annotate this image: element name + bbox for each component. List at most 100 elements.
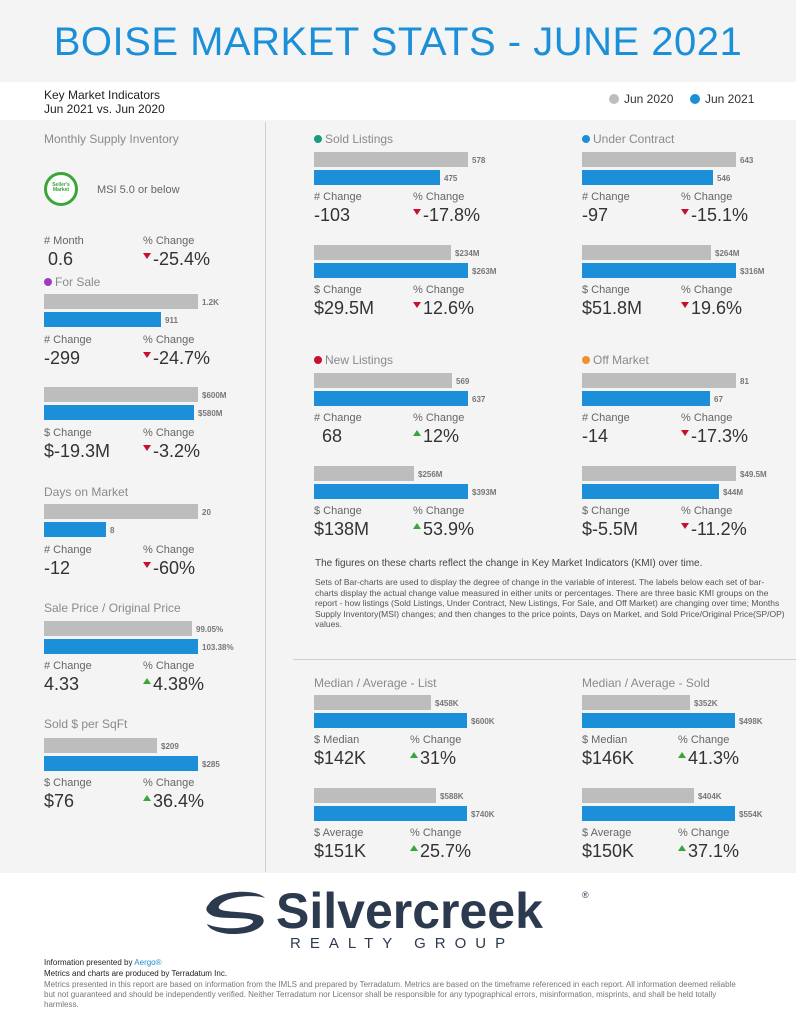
- change-value-1: $29.5M: [314, 298, 375, 318]
- legend-curr-label: Jun 2021: [705, 92, 755, 106]
- change-value-1: $151K: [314, 841, 367, 861]
- up-triangle-icon: [678, 845, 686, 851]
- change-label-2: % Change: [678, 827, 730, 839]
- change-label-1: $ Change: [314, 505, 362, 517]
- bar-prev-label: $209: [161, 742, 179, 751]
- change-value-2: 36.4%: [143, 791, 204, 812]
- down-triangle-icon: [681, 523, 689, 529]
- bar-prev: [582, 152, 736, 167]
- bar-curr-label: $44M: [723, 488, 744, 497]
- bar-prev-label: $458K: [435, 699, 459, 708]
- change-value-2: -15.1%: [681, 205, 748, 226]
- bar-prev-label: $234M: [455, 249, 480, 258]
- bar-prev: [582, 695, 690, 710]
- bar-prev: [314, 373, 452, 388]
- bar-prev-label: $352K: [694, 699, 718, 708]
- bar-prev-label: 569: [456, 377, 470, 386]
- under-contract-title: Under Contract: [582, 132, 674, 146]
- bar-curr-label: 103.38%: [202, 643, 234, 652]
- down-triangle-icon: [143, 445, 151, 451]
- change-label-1: $ Median: [314, 734, 360, 746]
- change-value-2: 12%: [413, 426, 459, 447]
- bar-prev: [582, 373, 736, 388]
- bar-prev: [44, 504, 198, 519]
- up-triangle-icon: [678, 752, 686, 758]
- bar-prev: [44, 621, 192, 636]
- up-triangle-icon: [143, 678, 151, 684]
- bar-prev: [44, 294, 198, 309]
- bar-curr: [314, 391, 468, 406]
- for-sale-dot: [44, 278, 52, 286]
- bar-curr: [314, 713, 467, 728]
- bar-prev-label: 81: [740, 377, 749, 386]
- change-label-2: % Change: [681, 284, 733, 296]
- bar-curr: [314, 484, 468, 499]
- bar-curr-label: 67: [714, 395, 723, 404]
- down-triangle-icon: [143, 253, 151, 259]
- bar-curr-label: 475: [444, 174, 458, 183]
- footer-presented: Information presented by Aergo®: [44, 958, 162, 967]
- aergo-link[interactable]: Aergo®: [134, 958, 162, 967]
- median-list-title: Median / Average - List: [314, 676, 437, 690]
- legend-curr-swatch: [690, 94, 700, 104]
- off-market-dot: [582, 356, 590, 364]
- bar-prev: [44, 738, 157, 753]
- bar-prev-label: 578: [472, 156, 486, 165]
- change-value-2: 12.6%: [413, 298, 474, 319]
- legend-curr: Jun 2021: [690, 92, 754, 106]
- sellers-market-seal: [44, 172, 78, 206]
- change-label-1: $ Change: [582, 505, 630, 517]
- bar-curr-label: $316M: [740, 267, 765, 276]
- change-label-1: $ Average: [314, 827, 364, 839]
- change-label-2: % Change: [681, 505, 733, 517]
- change-label-1: # Change: [582, 191, 630, 203]
- seal-text: Seller's Market: [52, 182, 70, 193]
- change-label-1: # Change: [44, 544, 92, 556]
- change-value-1: -299: [44, 348, 81, 368]
- bar-curr: [582, 170, 713, 185]
- bar-curr: [44, 522, 106, 537]
- kmi-heading: Key Market Indicators Jun 2021 vs. Jun 2…: [44, 88, 165, 116]
- change-label-1: # Change: [582, 412, 630, 424]
- bar-prev: [314, 788, 436, 803]
- bar-prev-label: 99.05%: [196, 625, 224, 634]
- bar-curr: [314, 170, 440, 185]
- page-title: BOISE MARKET STATS - JUNE 2021: [53, 20, 743, 64]
- change-value-1: 4.33: [44, 674, 80, 694]
- change-value-1: 68: [322, 426, 343, 446]
- bar-curr-label: $393M: [472, 488, 497, 497]
- for-sale-title: For Sale: [44, 275, 100, 289]
- change-value-1: $-19.3M: [44, 441, 111, 461]
- down-triangle-icon: [681, 209, 689, 215]
- change-value-1: $-5.5M: [582, 519, 639, 539]
- bar-curr-label: $554K: [739, 810, 763, 819]
- bar-prev: [582, 245, 711, 260]
- footer-disclaimer: Metrics presented in this report are bas…: [44, 980, 736, 1009]
- down-triangle-icon: [413, 302, 421, 308]
- bar-curr: [582, 263, 736, 278]
- footer-produced: Metrics and charts are produced by Terra…: [44, 969, 228, 978]
- change-value-2: 25.7%: [410, 841, 471, 862]
- bar-prev-label: $600M: [202, 391, 227, 400]
- bar-prev: [314, 466, 414, 481]
- msi-title: Monthly Supply Inventory: [44, 132, 179, 146]
- bar-curr: [582, 391, 710, 406]
- silvercreek-logo-icon: [206, 891, 265, 934]
- change-value-2: 37.1%: [678, 841, 739, 862]
- new-listings-dot: [314, 356, 322, 364]
- bar-curr-label: 8: [110, 526, 115, 535]
- sqft-title: Sold $ per SqFt: [44, 717, 128, 731]
- logo-subtitle: REALTY GROUP: [290, 935, 515, 952]
- bar-curr-label: $740K: [471, 810, 495, 819]
- change-label-2: % Change: [681, 191, 733, 203]
- median-sold-title: Median / Average - Sold: [582, 676, 710, 690]
- change-label-2: % Change: [143, 777, 195, 789]
- change-value-2: 19.6%: [681, 298, 742, 319]
- new-listings-title: New Listings: [314, 353, 393, 367]
- bar-curr-label: 911: [165, 316, 178, 325]
- change-label-2: % Change: [143, 544, 195, 556]
- change-label-2: % Change: [413, 191, 465, 203]
- legend-prev-label: Jun 2020: [624, 92, 674, 106]
- change-label-1: $ Change: [582, 284, 630, 296]
- bar-prev-label: 1.2K: [202, 298, 219, 307]
